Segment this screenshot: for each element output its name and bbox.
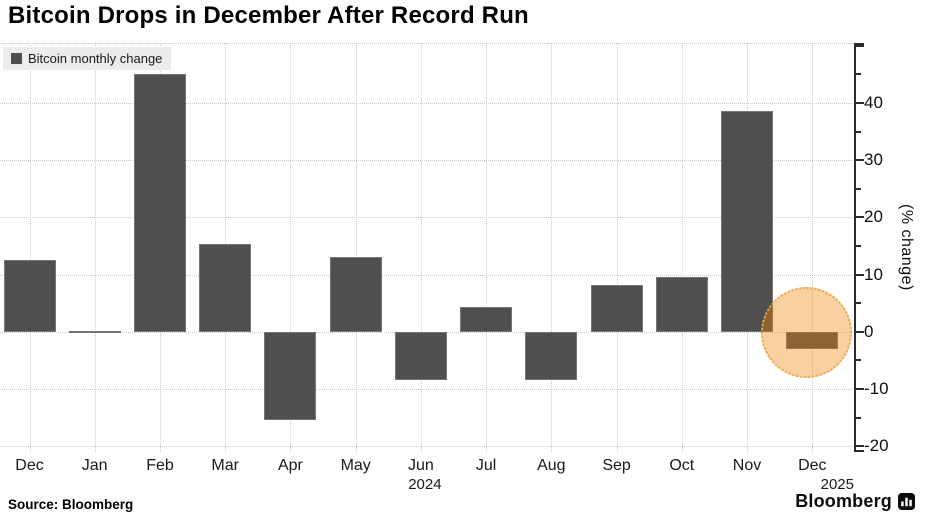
- y-tick-label-30: 30: [864, 150, 883, 170]
- x-tick-label-sep-9: Sep: [602, 457, 631, 474]
- y-axis-tick-10: [856, 273, 864, 276]
- x-tick-label-feb-2: Feb: [146, 457, 174, 474]
- y-tick-label-40: 40: [864, 92, 883, 112]
- x-tick-label-jan-1: Jan: [81, 457, 108, 474]
- y-tick-label--20: -20: [864, 436, 889, 456]
- y-axis-tick-top: [856, 43, 864, 45]
- bar-aug-8: [525, 331, 578, 381]
- x-tick-label-oct-10: Oct: [669, 457, 695, 474]
- gridline-v-jun-6: [420, 43, 422, 452]
- gridline-h-20: [0, 217, 855, 219]
- bar-oct-10: [655, 277, 708, 332]
- y-tick-label--10: -10: [864, 378, 889, 398]
- legend-label: Bitcoin monthly change: [28, 51, 163, 66]
- x-year-label-2024: 2024: [408, 476, 442, 493]
- x-tick-label-apr-4: Apr: [277, 457, 303, 474]
- x-tick-label-dec-0: Dec: [15, 457, 44, 474]
- gridline-v-oct-10: [681, 43, 683, 452]
- chart-legend: Bitcoin monthly change: [3, 47, 172, 70]
- bar-jul-7: [460, 306, 513, 332]
- y-axis-tick-bottom: [856, 450, 864, 452]
- gridline-h-10: [0, 274, 855, 276]
- y-axis-tick-25: [856, 187, 861, 190]
- gridline-v-apr-4: [290, 43, 292, 452]
- y-tick-label-0: 0: [864, 321, 874, 341]
- gridline-h-30: [0, 160, 855, 162]
- y-axis-tick--15: [856, 416, 861, 419]
- source-note: Source: Bloomberg: [8, 497, 134, 512]
- gridline-v-may-5: [355, 43, 357, 452]
- bar-dec-0: [3, 259, 56, 332]
- bloomberg-wordmark: Bloomberg: [795, 491, 892, 511]
- x-tick-label-may-5: May: [340, 457, 371, 474]
- x-year-label-2025: 2025: [820, 476, 854, 493]
- bar-feb-2: [134, 74, 186, 332]
- y-tick-label-20: 20: [864, 207, 883, 227]
- y-axis-line: [854, 43, 856, 452]
- x-tick-label-nov-11: Nov: [732, 457, 762, 474]
- gridline-v-sep-9: [616, 43, 618, 452]
- y-axis-tick--10: [856, 387, 864, 390]
- bar-jan-1: [68, 330, 121, 333]
- y-axis-tick-45: [856, 73, 861, 76]
- gridline-v-dec-12: [812, 43, 814, 452]
- bar-nov-11: [721, 110, 773, 332]
- y-axis-tick--20: [856, 445, 864, 448]
- x-tick-label-dec-12: Dec: [798, 457, 827, 474]
- legend-swatch-icon: [11, 53, 22, 64]
- y-axis-tick--5: [856, 359, 861, 362]
- y-axis-title: (% change): [898, 203, 915, 291]
- y-axis-tick-40: [856, 101, 864, 104]
- bar-apr-4: [264, 331, 317, 420]
- y-axis-tick-30: [856, 159, 864, 162]
- page-title: Bitcoin Drops in December After Record R…: [8, 2, 529, 29]
- gridline-h-40: [0, 102, 855, 104]
- bloomberg-chart-icon: [898, 493, 915, 510]
- y-axis-tick-35: [856, 130, 861, 133]
- x-tick-label-mar-3: Mar: [211, 457, 239, 474]
- bar-jun-6: [394, 331, 447, 380]
- y-axis-tick-15: [856, 244, 861, 247]
- bar-sep-9: [590, 285, 643, 332]
- gridline-h-top: [0, 43, 855, 44]
- y-axis-tick-5: [856, 302, 861, 305]
- highlight-circle: [761, 286, 852, 378]
- gridline-v-aug-8: [551, 43, 553, 452]
- y-tick-label-10: 10: [864, 264, 883, 284]
- bloomberg-brand: Bloomberg: [795, 491, 915, 512]
- gridline-v-jan-1: [94, 43, 96, 452]
- x-tick-label-aug-8: Aug: [537, 457, 566, 474]
- bar-may-5: [329, 257, 382, 332]
- gridline-v-jul-7: [486, 43, 488, 452]
- gridline-h--20: [0, 446, 855, 448]
- gridline-h--10: [0, 388, 855, 390]
- x-tick-label-jul-7: Jul: [475, 457, 497, 474]
- bar-mar-3: [199, 244, 252, 332]
- y-axis-tick-20: [856, 216, 864, 219]
- x-tick-label-jun-6: Jun: [407, 457, 434, 474]
- gridline-v-dec-0: [29, 43, 31, 452]
- y-axis-tick-50: [856, 44, 864, 47]
- y-axis-tick-0: [856, 330, 864, 333]
